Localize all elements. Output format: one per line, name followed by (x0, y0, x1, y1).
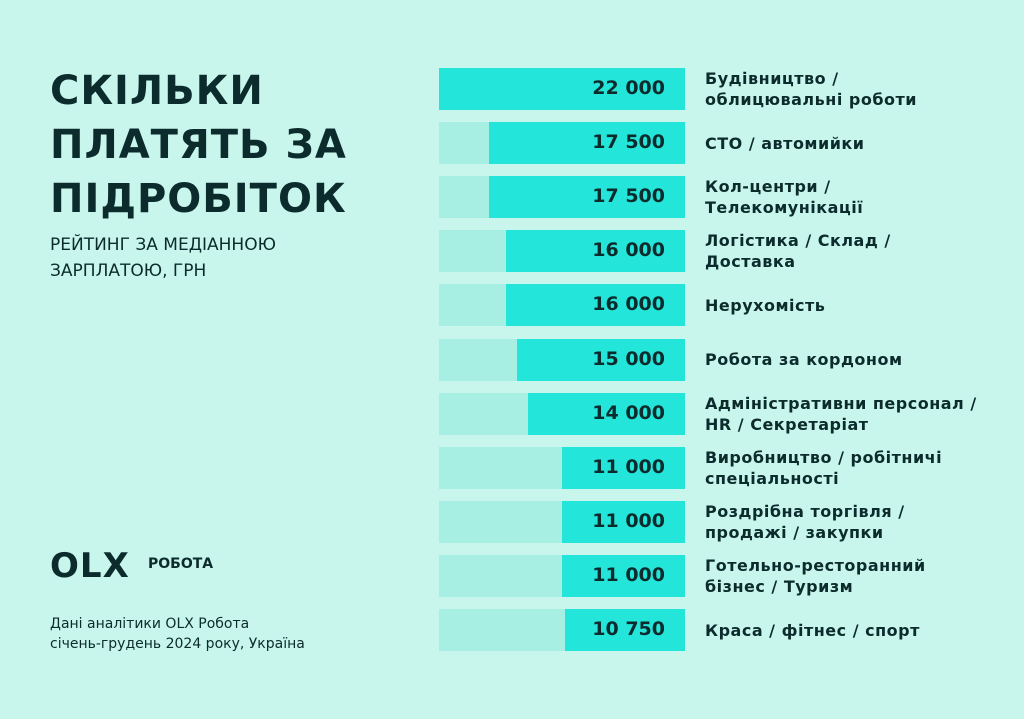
category-label: Нерухомість (705, 295, 826, 315)
category-label: Робота за кордоном (705, 350, 903, 369)
value-label: 15 000 (592, 347, 665, 370)
category-label: Краса / фітнес / спорт (705, 620, 920, 640)
value-label: 16 000 (592, 239, 665, 262)
chart-subtitle: РЕЙТИНГ ЗА МЕДІАННОЮ ЗАРПЛАТОЮ, ГРН (50, 235, 276, 281)
bar (562, 554, 685, 597)
category-label: Логістика / Склад / Доставка (705, 231, 891, 272)
bar (439, 68, 685, 110)
bar (528, 392, 685, 435)
logo-text: РОБОТА (148, 556, 214, 572)
value-label: 17 500 (592, 185, 665, 208)
value-label: 11 000 (592, 509, 665, 532)
source-note: Дані аналітики OLX Робота січень-грудень… (50, 616, 305, 652)
value-label: 16 000 (592, 293, 665, 316)
bar (506, 284, 685, 327)
value-label: 22 000 (592, 77, 665, 99)
category-label: Будівництво / облицювальні роботи (705, 69, 917, 109)
category-label: Готельно-ресторанний бізнес / Туризм (705, 555, 926, 596)
logo: OLX (50, 546, 130, 586)
category-label: Виробництво / робітничі спеціальності (705, 447, 943, 488)
category-label: Адміністративни персонал / HR / Секретар… (705, 393, 977, 434)
category-label: СТО / автомийки (705, 133, 865, 153)
bar (562, 500, 685, 543)
bar (506, 230, 685, 273)
value-label: 17 500 (592, 131, 665, 154)
bar (489, 176, 685, 219)
value-label: 10 750 (592, 618, 665, 640)
value-label: 11 000 (592, 563, 665, 586)
bar (564, 609, 685, 651)
value-label: 14 000 (592, 401, 665, 424)
bar (562, 446, 685, 489)
category-label: Роздрібна торгівля / продажі / закупки (705, 501, 905, 542)
bar (489, 122, 685, 165)
category-label: Кол-центри / Телекомунікації (705, 177, 864, 218)
bar (517, 338, 685, 381)
value-label: 11 000 (592, 455, 665, 478)
chart-title: СКІЛЬКИ ПЛАТЯТЬ ЗА ПІДРОБІТОК (50, 68, 347, 222)
